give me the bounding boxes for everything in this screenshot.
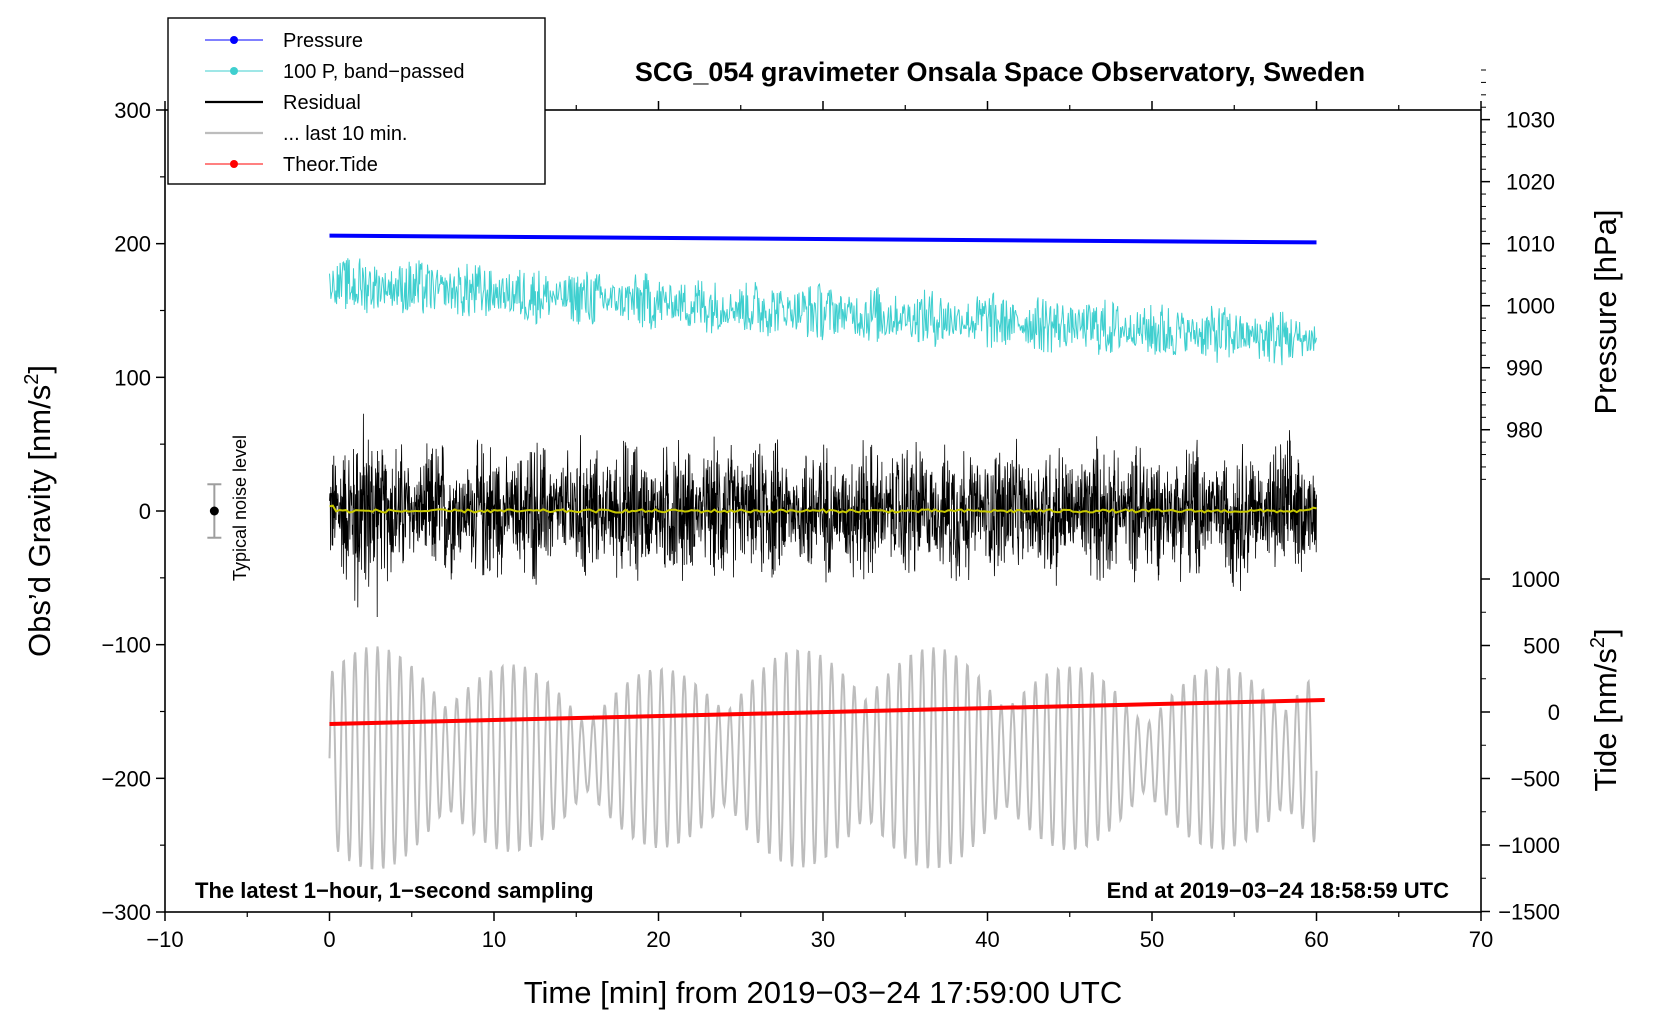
tide-label-sup: 2: [1587, 637, 1609, 648]
y-axis-pressure-label: Pressure [hPa]: [1588, 209, 1623, 414]
legend-swatch-dot: [230, 160, 238, 168]
legend-label: Theor.Tide: [283, 154, 378, 176]
series-band-passed-pressure: [329, 258, 1317, 366]
y-left-tick-label: −300: [101, 900, 151, 925]
series-theoretical-tide: [329, 698, 1325, 726]
x-axis-label: Time [min] from 2019−03−24 17:59:00 UTC: [524, 975, 1123, 1010]
pressure-tick-label: 990: [1506, 356, 1543, 381]
pressure-tick-label: 1000: [1506, 294, 1555, 319]
noise-center-dot: [209, 506, 219, 516]
x-tick-label: 30: [811, 927, 835, 952]
series-residual-smoothed: [329, 504, 1317, 514]
x-axis: −10 0 10 20 30 40 50 60 70: [146, 101, 1493, 952]
y-axis-tide: 1000 500 0 −500 −1000 −1500: [1481, 567, 1560, 925]
x-tick-label: 20: [646, 927, 670, 952]
series-pressure: [329, 233, 1317, 245]
tide-tick-label: −500: [1510, 767, 1560, 792]
sampling-note: The latest 1−hour, 1−second sampling: [195, 878, 594, 903]
x-tick-label: −10: [146, 927, 183, 952]
tide-tick-label: 1000: [1511, 567, 1560, 592]
legend-label: 100 P, band−passed: [283, 61, 464, 83]
y-left-label-end: ]: [22, 365, 57, 374]
pressure-tick-label: 1030: [1506, 108, 1555, 133]
y-left-tick-label: 300: [114, 98, 151, 123]
series-residual: [329, 413, 1317, 618]
legend: Pressure 100 P, band−passed Residual ... la…: [167, 17, 546, 185]
legend-swatch-dot: [230, 36, 238, 44]
noise-level-indicator: Typical noise level: [207, 435, 250, 581]
legend-label: ... last 10 min.: [283, 123, 408, 145]
y-axis-tide-label: Tide [nm/s2]: [1587, 628, 1623, 791]
y-axis-pressure: 1030 1020 1010 1000 990 980: [1481, 69, 1555, 480]
y-left-label-sup: 2: [21, 374, 43, 385]
tide-tick-label: 0: [1548, 700, 1560, 725]
series-layer: [328, 233, 1325, 870]
series-last-10-min: [328, 646, 1318, 870]
x-tick-label: 10: [482, 927, 506, 952]
y-left-tick-label: −200: [101, 766, 151, 791]
x-tick-label: 50: [1140, 927, 1164, 952]
y-left-label-main: Obs’d Gravity [nm/s: [22, 385, 57, 657]
pressure-tick-label: 980: [1506, 418, 1543, 443]
tide-tick-label: −1500: [1498, 900, 1560, 925]
x-tick-label: 70: [1469, 927, 1493, 952]
x-tick-label: 0: [323, 927, 335, 952]
tide-tick-label: 500: [1523, 634, 1560, 659]
x-tick-label: 60: [1304, 927, 1328, 952]
y-left-tick-label: 100: [114, 365, 151, 390]
tide-label-end: ]: [1588, 628, 1623, 637]
legend-label: Residual: [283, 92, 361, 114]
x-tick-label: 40: [975, 927, 999, 952]
tide-tick-label: −1000: [1498, 833, 1560, 858]
y-left-tick-label: 0: [139, 499, 151, 524]
y-axis-left-label: Obs’d Gravity [nm/s2]: [21, 365, 57, 657]
y-left-tick-label: 200: [114, 232, 151, 257]
legend-label: Pressure: [283, 30, 363, 52]
legend-swatch-dot: [230, 67, 238, 75]
y-axis-left: 300 200 100 0 −100 −200 −300: [101, 98, 165, 925]
y-left-tick-label: −100: [101, 633, 151, 658]
tide-label-main: Tide [nm/s: [1588, 648, 1623, 792]
pressure-tick-label: 1020: [1506, 170, 1555, 195]
chart-title: SCG_054 gravimeter Onsala Space Observat…: [635, 57, 1365, 87]
end-time-note: End at 2019−03−24 18:58:59 UTC: [1107, 878, 1450, 903]
noise-label: Typical noise level: [230, 435, 250, 581]
pressure-tick-label: 1010: [1506, 232, 1555, 257]
